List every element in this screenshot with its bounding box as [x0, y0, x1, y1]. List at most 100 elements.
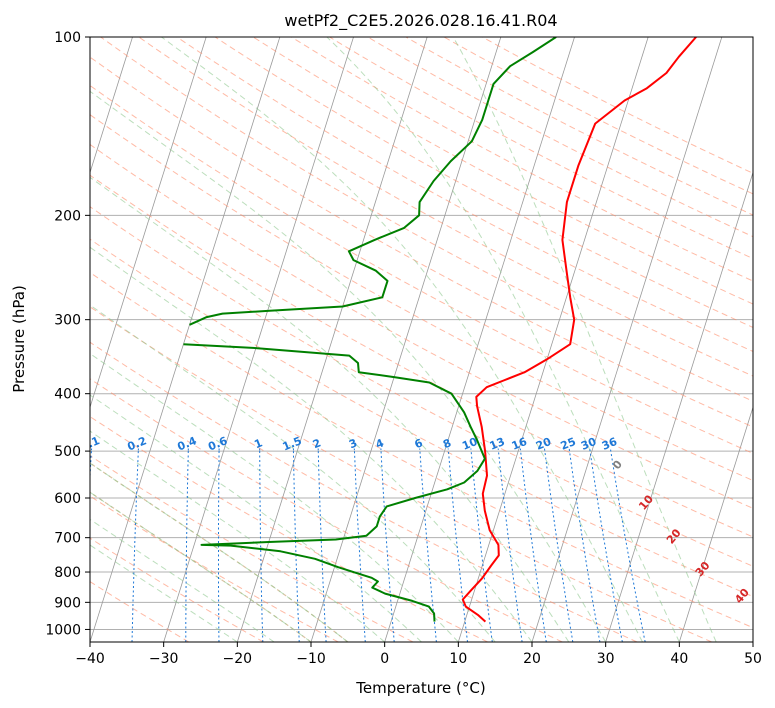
mixing-ratio-label: 25: [559, 435, 578, 453]
moist-adiabat: [90, 176, 570, 642]
tan-reference-curve: [90, 491, 312, 642]
y-tick-label: 700: [54, 531, 81, 547]
mixing-ratio-line: [218, 448, 220, 642]
isotherm-line: [752, 640, 753, 642]
moist-adiabat: [90, 352, 459, 642]
y-tick-label: 1000: [45, 622, 81, 638]
moist-adiabat: [326, 37, 680, 642]
moist-adiabat-label: 0: [610, 458, 625, 472]
mixing-ratio-label: 36: [600, 435, 619, 453]
y-tick-label: 500: [54, 444, 81, 460]
mixing-ratio-line: [419, 448, 437, 642]
isotherm-line: [90, 37, 207, 409]
dry-adiabat: [405, 37, 753, 216]
dry-adiabat: [90, 378, 563, 642]
mixing-ratio-line: [589, 448, 623, 642]
x-tick-label: −10: [296, 651, 326, 667]
isotherm-line: [678, 405, 753, 642]
dry-adiabat: [90, 56, 753, 428]
isotherm-line: [457, 37, 649, 642]
dry-adiabats: [90, 37, 753, 642]
y-axis-title: Pressure (hPa): [10, 285, 28, 393]
dry-adiabat: [90, 495, 339, 642]
moist-adiabat-label: 10: [636, 492, 656, 512]
dry-adiabat: [90, 174, 753, 538]
dry-adiabat: [176, 37, 753, 353]
moist-adiabat: [90, 246, 533, 642]
isotherm-line: [90, 37, 133, 174]
x-tick-label: 40: [670, 651, 688, 667]
x-tick-label: −30: [149, 651, 179, 667]
dry-adiabat: [90, 455, 414, 642]
moist-adiabat-label: 30: [693, 559, 713, 579]
dry-adiabat: [90, 206, 753, 567]
dry-adiabat: [90, 416, 488, 642]
isotherm-line: [163, 37, 354, 642]
mixing-ratio-label: 10: [460, 435, 479, 453]
reference-line-labels: 0.10.20.40.611.52346810131620253036-100-…: [5, 433, 752, 606]
moist-adiabat: [161, 37, 643, 642]
dry-adiabat: [252, 37, 753, 305]
x-tick-label: 0: [380, 651, 389, 667]
moist-adiabat: [90, 462, 349, 642]
y-tick-label: 200: [54, 208, 81, 224]
mixing-ratio-line: [380, 448, 395, 642]
dry-adiabat: [90, 306, 712, 642]
sounding-trace: [183, 343, 486, 622]
mixing-ratio-line: [131, 448, 139, 642]
mixing-ratio-line: [544, 448, 574, 642]
mixing-ratio-label: 0.1: [79, 434, 102, 453]
pressure-gridlines: [90, 37, 753, 630]
mixing-ratio-label: 16: [510, 435, 529, 453]
dry-adiabat: [90, 143, 753, 509]
moist-adiabat: [452, 37, 717, 642]
sounding-traces: [183, 37, 697, 623]
mixing-ratio-line: [609, 448, 646, 642]
mixing-ratio-line: [470, 448, 493, 642]
moist-adiabat: [90, 394, 422, 642]
x-tick-label: −40: [75, 651, 105, 667]
y-tick-label: 300: [54, 313, 81, 329]
dry-adiabat: [90, 238, 753, 598]
isotherm-line: [90, 37, 281, 642]
dry-adiabat: [90, 341, 638, 642]
moist-adiabat-label: 40: [732, 586, 752, 606]
mixing-ratio-line: [568, 448, 601, 642]
mixing-ratio-label: 1: [252, 436, 264, 451]
y-tick-label: 400: [54, 387, 81, 403]
dry-adiabat: [90, 84, 753, 454]
mixing-ratio-line: [519, 448, 547, 642]
y-tick-label: 900: [54, 595, 81, 611]
dry-adiabat: [100, 37, 753, 402]
mixing-ratio-line: [185, 448, 189, 642]
mixing-ratio-label: 30: [579, 435, 598, 453]
sounding-trace: [461, 37, 697, 623]
mixing-ratio-line: [497, 448, 523, 642]
mixing-ratio-line: [259, 448, 264, 642]
mixing-ratio-label: 4: [374, 436, 386, 451]
dry-adiabat: [138, 37, 753, 377]
dry-adiabat: [90, 271, 753, 629]
plot-area: 0.10.20.40.611.52346810131620253036-100-…: [0, 37, 753, 642]
dry-adiabat-label: -10: [6, 434, 24, 457]
isotherm-line: [531, 37, 723, 642]
plot-frame: [89, 36, 754, 643]
dry-adiabat: [90, 581, 190, 642]
x-tick-label: 50: [744, 651, 762, 667]
isotherm-line: [0, 37, 59, 642]
y-tick-label: 600: [54, 491, 81, 507]
dry-adiabat: [367, 37, 753, 238]
tan-reference-curves: [90, 462, 349, 642]
x-tick-label: −20: [223, 651, 253, 667]
isotherm-line: [384, 37, 575, 642]
mixing-ratio-label: 3: [347, 436, 359, 451]
mixing-ratio-label: 8: [441, 436, 453, 451]
mixing-ratio-line: [447, 448, 468, 642]
dry-adiabat: [214, 37, 753, 329]
dry-adiabat-label-bg: [5, 433, 24, 458]
x-tick-label: 30: [597, 651, 615, 667]
y-axis-ticks: 100 200 300 400 500 600 700 800 900 1000: [45, 30, 90, 638]
dry-adiabat: [329, 37, 753, 260]
dry-adiabat: [90, 114, 753, 482]
